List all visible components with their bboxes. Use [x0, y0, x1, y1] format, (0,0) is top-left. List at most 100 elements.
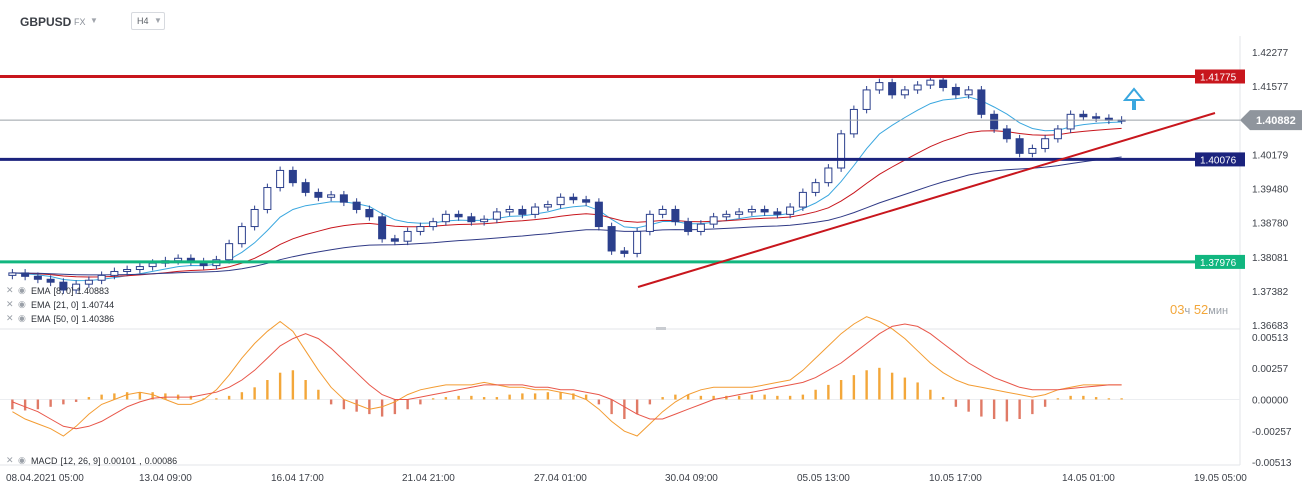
- candle[interactable]: [148, 262, 157, 268]
- candle[interactable]: [671, 208, 680, 223]
- candle[interactable]: [658, 208, 667, 215]
- macd-line: [12, 316, 1122, 437]
- candle[interactable]: [569, 196, 578, 201]
- candle[interactable]: [824, 167, 833, 184]
- candle[interactable]: [735, 211, 744, 215]
- candle[interactable]: [684, 221, 693, 232]
- candle[interactable]: [747, 208, 756, 213]
- candle[interactable]: [110, 270, 119, 276]
- eye-icon[interactable]: ◉: [18, 285, 26, 295]
- candle[interactable]: [352, 201, 361, 210]
- panel-resize-handle[interactable]: [656, 327, 666, 330]
- candle[interactable]: [403, 230, 412, 242]
- candle[interactable]: [72, 283, 81, 291]
- candle[interactable]: [288, 169, 297, 184]
- candle[interactable]: [811, 182, 820, 193]
- candle[interactable]: [620, 250, 629, 254]
- candle[interactable]: [429, 221, 438, 228]
- candle[interactable]: [875, 82, 884, 91]
- candle[interactable]: [888, 82, 897, 96]
- candle[interactable]: [505, 208, 514, 213]
- candle[interactable]: [1092, 116, 1101, 119]
- candle[interactable]: [84, 279, 93, 285]
- candle[interactable]: [301, 182, 310, 193]
- candle[interactable]: [327, 194, 336, 198]
- candle[interactable]: [467, 216, 476, 223]
- candle[interactable]: [263, 187, 272, 210]
- close-icon[interactable]: ✕: [6, 313, 14, 323]
- candle[interactable]: [633, 230, 642, 254]
- candle[interactable]: [97, 274, 106, 281]
- candle[interactable]: [1041, 138, 1050, 149]
- candle[interactable]: [33, 275, 42, 280]
- candle[interactable]: [1079, 113, 1088, 118]
- candle[interactable]: [480, 218, 489, 223]
- close-icon[interactable]: ✕: [6, 455, 14, 465]
- candle[interactable]: [645, 213, 654, 232]
- candle[interactable]: [900, 89, 909, 96]
- candle[interactable]: [276, 169, 285, 189]
- candle[interactable]: [556, 196, 565, 206]
- candle[interactable]: [939, 79, 948, 88]
- candle[interactable]: [951, 86, 960, 96]
- candle[interactable]: [722, 213, 731, 218]
- candle[interactable]: [378, 216, 387, 240]
- candle[interactable]: [135, 266, 144, 271]
- candle[interactable]: [174, 257, 183, 262]
- candle[interactable]: [760, 208, 769, 213]
- candle[interactable]: [786, 206, 795, 215]
- candle[interactable]: [454, 213, 463, 218]
- close-icon[interactable]: ✕: [6, 299, 14, 309]
- candle[interactable]: [1028, 147, 1037, 154]
- candle[interactable]: [862, 89, 871, 110]
- candle[interactable]: [21, 272, 30, 277]
- candle[interactable]: [314, 191, 323, 198]
- candle[interactable]: [1015, 138, 1024, 154]
- candle[interactable]: [237, 226, 246, 245]
- candle[interactable]: [225, 243, 234, 261]
- candle[interactable]: [607, 226, 616, 252]
- price-tick-label: 1.39480: [1252, 185, 1289, 196]
- trendline[interactable]: [637, 112, 1216, 288]
- candle[interactable]: [390, 238, 399, 242]
- candle[interactable]: [926, 79, 935, 86]
- symbol-label[interactable]: GBPUSD: [20, 15, 72, 29]
- candle[interactable]: [250, 208, 259, 228]
- candle[interactable]: [543, 204, 552, 208]
- candle[interactable]: [441, 213, 450, 223]
- candle[interactable]: [773, 211, 782, 215]
- eye-icon[interactable]: ◉: [18, 299, 26, 309]
- candle[interactable]: [59, 281, 68, 291]
- candle[interactable]: [837, 133, 846, 169]
- candle[interactable]: [913, 84, 922, 91]
- candle[interactable]: [696, 223, 705, 232]
- candle[interactable]: [492, 211, 501, 220]
- candle[interactable]: [8, 272, 17, 276]
- candle[interactable]: [531, 206, 540, 215]
- candle[interactable]: [709, 216, 718, 225]
- candle[interactable]: [594, 201, 603, 228]
- candle[interactable]: [849, 108, 858, 135]
- candle[interactable]: [990, 113, 999, 130]
- candle[interactable]: [977, 89, 986, 115]
- candle[interactable]: [798, 191, 807, 208]
- ema8-line: [12, 96, 1122, 282]
- eye-icon[interactable]: ◉: [18, 313, 26, 323]
- candle[interactable]: [339, 194, 348, 203]
- candle[interactable]: [46, 278, 55, 283]
- candle[interactable]: [123, 269, 132, 272]
- close-icon[interactable]: ✕: [6, 285, 14, 295]
- timeframe-select[interactable]: H4 ▼: [131, 12, 165, 30]
- macd-params: [12, 26, 9]: [60, 455, 101, 466]
- candle[interactable]: [518, 208, 527, 215]
- candle[interactable]: [1002, 128, 1011, 140]
- candle[interactable]: [416, 226, 425, 232]
- candle[interactable]: [1053, 128, 1062, 140]
- candle[interactable]: [1066, 113, 1075, 130]
- candle[interactable]: [365, 208, 374, 218]
- candle[interactable]: [582, 199, 591, 203]
- eye-icon[interactable]: ◉: [18, 455, 26, 465]
- chevron-down-icon[interactable]: ▼: [90, 16, 98, 25]
- candle[interactable]: [964, 89, 973, 96]
